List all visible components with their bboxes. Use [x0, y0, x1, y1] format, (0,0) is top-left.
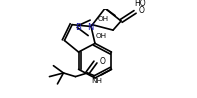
- Text: OH: OH: [95, 33, 106, 39]
- Text: NH: NH: [91, 78, 102, 83]
- Text: OH: OH: [97, 16, 108, 22]
- Text: O: O: [139, 6, 145, 15]
- Text: O: O: [99, 57, 105, 66]
- Text: HO: HO: [134, 0, 146, 8]
- Text: N: N: [87, 23, 93, 32]
- Text: B: B: [75, 23, 81, 32]
